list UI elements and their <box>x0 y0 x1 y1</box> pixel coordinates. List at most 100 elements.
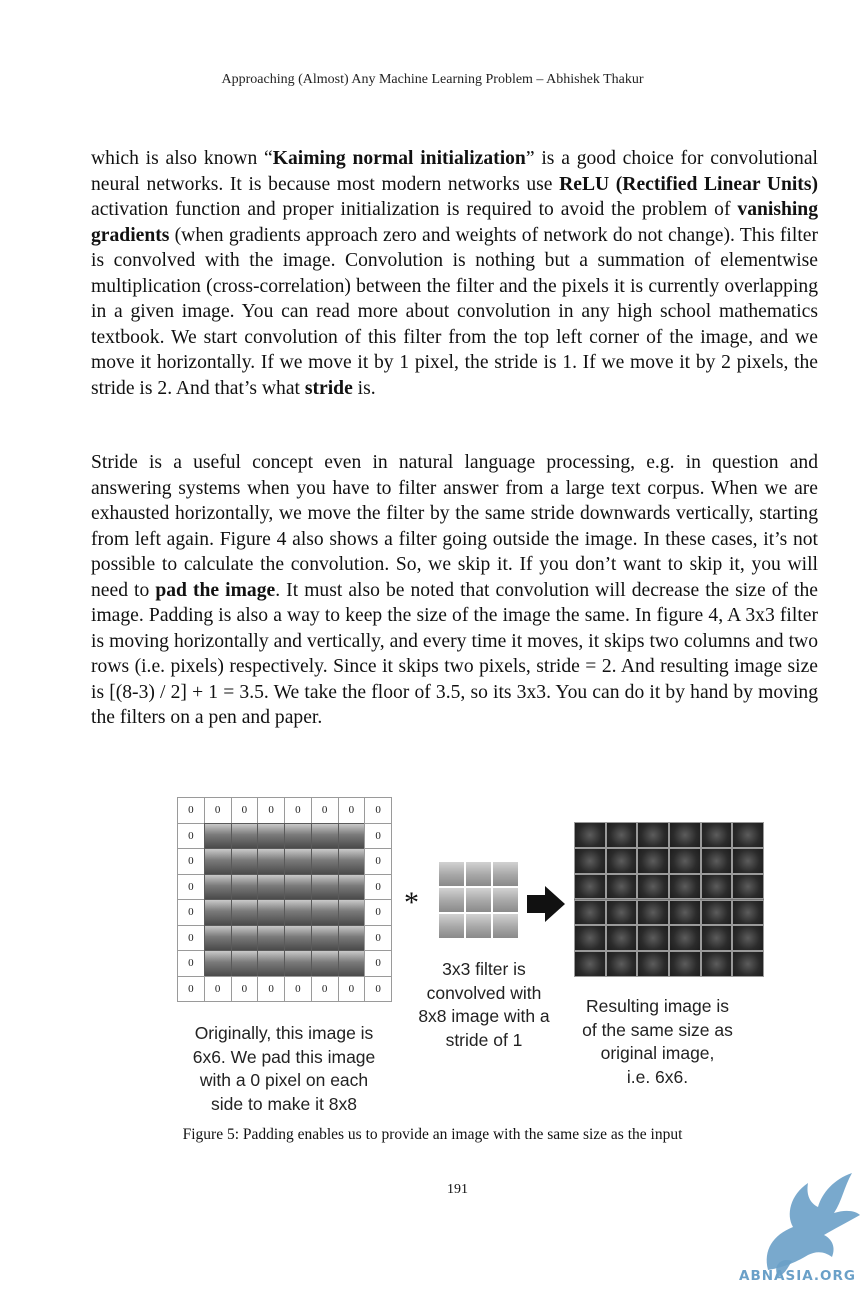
result-pixel-cell <box>574 822 606 848</box>
padding-cell: 0 <box>310 975 339 1002</box>
image-pixel-cell <box>284 899 312 926</box>
padding-cell: 0 <box>310 797 339 824</box>
image-pixel-cell <box>257 822 285 849</box>
padding-cell: 0 <box>177 975 205 1002</box>
padding-cell: 0 <box>364 848 392 875</box>
bold-term-vanishing-gradients: vanishing gradients <box>91 199 818 246</box>
padding-cell: 0 <box>337 797 366 824</box>
result-pixel-cell <box>637 847 669 874</box>
result-pixel-cell <box>669 899 701 926</box>
image-pixel-cell <box>284 822 312 849</box>
result-pixel-cell <box>732 873 764 900</box>
padding-cell: 0 <box>337 975 366 1002</box>
text-run: ” is a good choice for convolutional neu… <box>91 148 818 195</box>
padding-cell: 0 <box>364 975 392 1002</box>
result-pixel-cell <box>605 951 638 977</box>
result-pixel-cell <box>574 951 606 977</box>
figure-label-left: Originally, this image is 6x6. We pad th… <box>192 1023 376 1114</box>
image-pixel-cell <box>310 822 339 849</box>
result-pixel-cell <box>574 925 606 952</box>
image-pixel-cell <box>310 899 339 926</box>
result-pixel-cell <box>700 951 733 977</box>
image-pixel-cell <box>230 950 259 977</box>
image-pixel-cell <box>284 848 312 875</box>
padding-cell: 0 <box>203 975 232 1002</box>
image-pixel-cell <box>310 950 339 977</box>
text-run: activation function and proper initializ… <box>91 199 738 220</box>
bold-term-pad-the-image: pad the image <box>155 579 276 601</box>
image-pixel-cell <box>337 848 366 875</box>
image-pixel-cell <box>230 822 259 849</box>
result-pixel-cell <box>574 847 606 874</box>
result-pixel-cell <box>700 899 733 926</box>
image-pixel-cell <box>203 822 232 849</box>
result-pixel-cell <box>732 847 764 874</box>
page-number: 191 <box>447 1182 468 1197</box>
result-pixel-cell <box>605 925 638 952</box>
result-pixel-cell <box>669 925 701 952</box>
image-pixel-cell <box>230 848 259 875</box>
image-pixel-cell <box>257 848 285 875</box>
body-paragraph-1: which is also known “Kaiming normal init… <box>91 146 818 401</box>
image-pixel-cell <box>203 848 232 875</box>
bold-term-relu: ReLU (Rectified Linear Units) <box>559 173 818 195</box>
padding-cell: 0 <box>364 924 392 951</box>
image-pixel-cell <box>203 924 232 951</box>
filter-cell <box>438 913 465 939</box>
filter-cell <box>438 861 465 887</box>
image-pixel-cell <box>337 873 366 900</box>
padding-cell: 0 <box>177 873 205 900</box>
filter-cell <box>492 887 519 913</box>
filter-cell <box>492 861 519 887</box>
result-pixel-cell <box>732 925 764 952</box>
body-paragraph-2: Stride is a useful concept even in natur… <box>91 450 818 731</box>
bird-logo-watermark <box>766 1173 860 1277</box>
image-pixel-cell <box>230 899 259 926</box>
result-pixel-cell <box>637 822 669 848</box>
padding-cell: 0 <box>177 899 205 926</box>
text-run: . It must also be noted that convolution… <box>91 579 818 729</box>
result-pixel-cell <box>605 822 638 848</box>
image-pixel-cell <box>230 924 259 951</box>
result-pixel-cell <box>700 925 733 952</box>
image-pixel-cell <box>257 950 285 977</box>
text-run: is. <box>352 377 376 399</box>
figure-label-right: Resulting image is of the same size as o… <box>582 996 733 1087</box>
filter-cell <box>465 887 492 913</box>
text-run: (when gradients approach zero and weight… <box>91 224 818 399</box>
figure-label-middle: 3x3 filter is convolved with 8x8 image w… <box>418 959 550 1050</box>
result-pixel-cell <box>574 899 606 926</box>
image-pixel-cell <box>337 950 366 977</box>
image-pixel-cell <box>284 873 312 900</box>
result-pixel-cell <box>669 873 701 900</box>
image-pixel-cell <box>203 950 232 977</box>
result-pixel-cell <box>669 822 701 848</box>
result-image-grid <box>574 822 764 977</box>
padding-cell: 0 <box>364 822 392 849</box>
padding-cell: 0 <box>177 848 205 875</box>
result-pixel-cell <box>637 925 669 952</box>
image-pixel-cell <box>230 873 259 900</box>
padding-cell: 0 <box>364 950 392 977</box>
image-pixel-cell <box>284 924 312 951</box>
result-pixel-cell <box>605 899 638 926</box>
result-pixel-cell <box>637 951 669 977</box>
padding-cell: 0 <box>364 873 392 900</box>
padding-cell: 0 <box>177 797 205 824</box>
right-arrow-icon <box>527 886 565 922</box>
result-pixel-cell <box>637 899 669 926</box>
filter-grid <box>438 861 519 939</box>
result-pixel-cell <box>669 951 701 977</box>
result-pixel-cell <box>700 822 733 848</box>
text-run: which is also known “ <box>91 148 273 169</box>
padding-cell: 0 <box>177 950 205 977</box>
result-pixel-cell <box>732 951 764 977</box>
result-pixel-cell <box>637 873 669 900</box>
padding-cell: 0 <box>230 975 259 1002</box>
result-pixel-cell <box>732 822 764 848</box>
image-pixel-cell <box>337 899 366 926</box>
padding-cell: 0 <box>364 797 392 824</box>
result-pixel-cell <box>605 847 638 874</box>
result-pixel-cell <box>700 847 733 874</box>
